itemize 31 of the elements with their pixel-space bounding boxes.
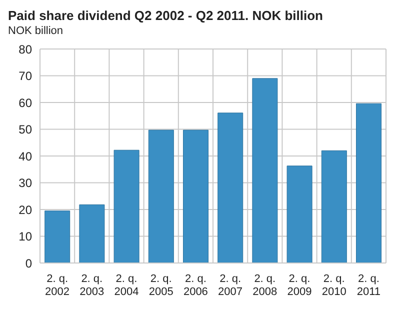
bar (114, 150, 140, 263)
bar (79, 204, 105, 263)
y-tick-label: 10 (18, 230, 32, 244)
x-tick-label: 2. q. 2004 (114, 273, 139, 298)
x-tick-label: 2. q. 2011 (356, 273, 381, 298)
y-tick-label: 20 (18, 202, 32, 217)
x-tick-label: 2. q. 2002 (45, 273, 70, 298)
x-tick-label: 2. q. 2006 (183, 273, 208, 298)
x-tick-label: 2. q. 2009 (287, 273, 312, 298)
y-tick-label: 30 (18, 176, 32, 190)
x-tick-label: 2. q. 2008 (252, 273, 278, 298)
y-axis-title: NOK billion (8, 25, 64, 39)
y-tick-label: 40 (18, 149, 32, 164)
bar (182, 130, 208, 263)
x-tick-label: 2. q. 2010 (322, 273, 346, 298)
x-tick-label: 2. q. 2007 (218, 273, 243, 298)
y-tick-label: 70 (18, 69, 32, 84)
y-tick-label: 0 (25, 256, 32, 270)
bar (286, 166, 312, 263)
chart-title: Paid share dividend Q2 2002 - Q2 2011. NOK billion (8, 8, 324, 25)
y-tick-label: 50 (18, 122, 32, 137)
bar (321, 150, 347, 263)
x-tick-label: 2. q. 2005 (148, 273, 174, 298)
bar (218, 112, 244, 263)
x-tick-label: 2. q. 2003 (80, 273, 104, 298)
bar (252, 78, 278, 263)
y-tick-label: 80 (18, 42, 32, 56)
bar (356, 103, 382, 263)
bar (44, 210, 70, 263)
bar (148, 130, 174, 263)
y-tick-label: 60 (18, 96, 32, 110)
